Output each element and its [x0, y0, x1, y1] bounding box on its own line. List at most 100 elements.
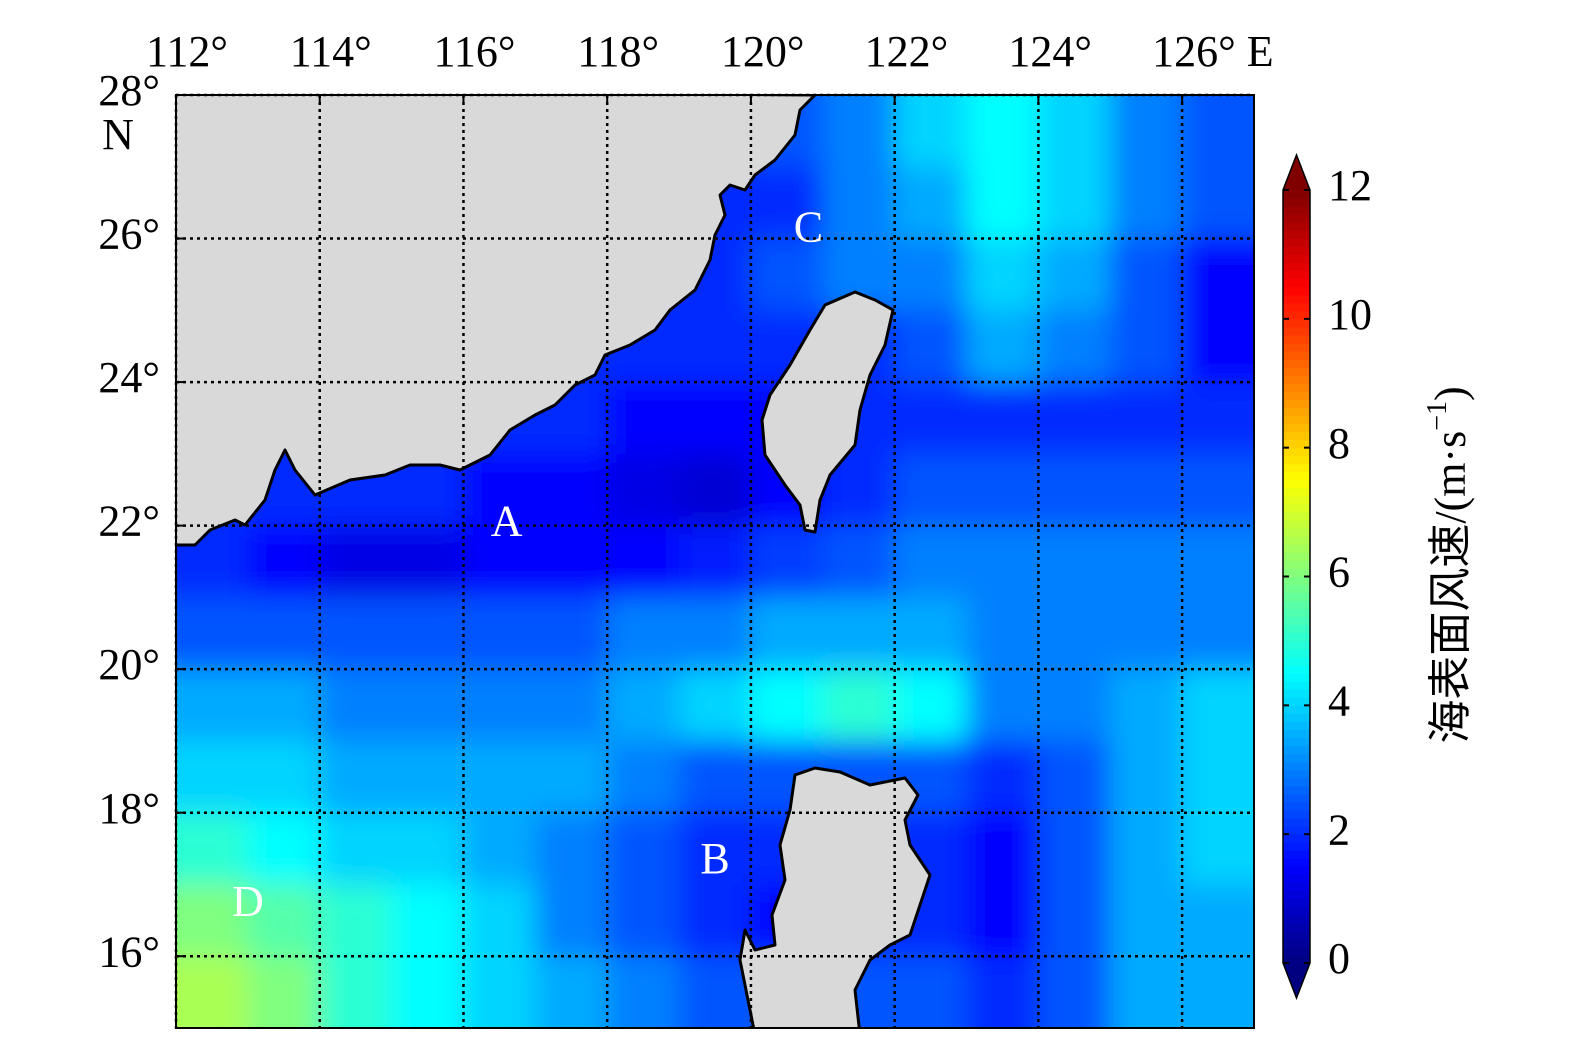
wind-cell	[1182, 525, 1254, 598]
wind-cell	[1110, 597, 1183, 670]
wind-cell	[1038, 884, 1111, 957]
plot-frame	[175, 94, 1255, 1029]
wind-cell	[463, 812, 536, 885]
wind-cell	[1182, 884, 1254, 957]
colorbar-segment	[1283, 342, 1310, 352]
y-tick-label: 20°	[98, 640, 160, 689]
hemisphere-label: N	[102, 110, 134, 159]
colorbar-segment	[1283, 826, 1310, 835]
wind-cell	[1110, 669, 1183, 742]
wind-cell	[679, 382, 752, 455]
wind-cell	[391, 740, 464, 814]
wind-cell	[966, 453, 1039, 527]
wind-cell	[679, 956, 752, 1028]
y-tick-label: 22°	[98, 497, 160, 546]
colorbar-segment	[1283, 463, 1310, 473]
wind-cell	[966, 669, 1039, 742]
colorbar-segment	[1283, 721, 1310, 731]
wind-cell	[1182, 812, 1254, 885]
colorbar-segment	[1283, 745, 1310, 755]
wind-cell	[966, 238, 1039, 311]
colorbar-segment	[1283, 922, 1310, 932]
wind-cell	[1182, 740, 1254, 814]
wind-cell	[1038, 310, 1111, 383]
wind-cell	[607, 812, 680, 885]
colorbar-label-end: )	[1426, 386, 1475, 401]
wind-cell	[894, 238, 968, 311]
wind-cell	[1038, 525, 1111, 598]
x-tick-label: 112°	[146, 27, 228, 76]
wind-cell	[463, 884, 536, 957]
wind-cell	[247, 884, 321, 957]
wind-cell	[1110, 812, 1183, 885]
wind-cell	[1038, 453, 1111, 527]
colorbar-segment	[1283, 938, 1310, 948]
wind-cell	[1182, 669, 1254, 742]
wind-cell	[679, 740, 752, 814]
colorbar-segment	[1283, 383, 1310, 392]
wind-cell	[319, 740, 393, 814]
colorbar-segment	[1283, 246, 1310, 256]
colorbar-segment	[1283, 882, 1310, 892]
colorbar-segment	[1283, 471, 1310, 481]
wind-cell	[463, 669, 536, 742]
wind-cell	[319, 812, 393, 885]
wind-cell	[391, 884, 464, 957]
colorbar-segment	[1283, 761, 1310, 771]
colorbar-segment	[1283, 954, 1310, 964]
wind-cell	[607, 453, 680, 527]
wind-cell	[391, 956, 464, 1028]
wind-cell	[247, 597, 321, 670]
x-tick-label: 114°	[290, 27, 372, 76]
wind-cell	[319, 525, 393, 598]
colorbar-segment	[1283, 455, 1310, 465]
x-tick-label: 126° E	[1152, 27, 1273, 76]
colorbar-segment	[1283, 391, 1310, 400]
colorbar-segment	[1283, 206, 1310, 215]
wind-cell	[463, 956, 536, 1028]
colorbar-segment	[1283, 785, 1310, 795]
wind-cell	[679, 884, 752, 957]
wind-cell	[1038, 812, 1111, 885]
colorbar-segment	[1283, 681, 1310, 690]
wind-cell	[894, 166, 968, 240]
colorbar-label: 海表面风速/(m·s−1)	[1422, 386, 1475, 743]
wind-cell	[176, 956, 249, 1028]
wind-cell	[1038, 166, 1111, 240]
colorbar-segment	[1283, 834, 1310, 843]
colorbar-segment	[1283, 729, 1310, 739]
wind-cell	[894, 95, 968, 168]
wind-cell	[1038, 95, 1111, 168]
wind-cell	[391, 525, 464, 598]
colorbar-segment	[1283, 399, 1310, 409]
wind-cell	[966, 956, 1039, 1028]
colorbar-segment	[1283, 447, 1310, 457]
wind-cell	[607, 740, 680, 814]
wind-cell	[1038, 238, 1111, 311]
colorbar-tick-label: 6	[1328, 548, 1350, 597]
wind-cell	[1182, 956, 1254, 1028]
wind-cell	[247, 740, 321, 814]
wind-cell	[176, 884, 249, 957]
colorbar-segment	[1283, 294, 1310, 304]
wind-cell	[1110, 740, 1183, 814]
wind-cell	[607, 382, 680, 455]
colorbar-segment	[1283, 238, 1310, 247]
colorbar-tick-label: 12	[1328, 161, 1372, 210]
wind-cell	[1110, 310, 1183, 383]
colorbar-segment	[1283, 230, 1310, 239]
wind-cell	[1182, 597, 1254, 670]
colorbar-label-main: 海表面风速/(m·s	[1426, 431, 1475, 744]
wind-cell	[319, 597, 393, 670]
wind-cell	[247, 812, 321, 885]
x-tick-label: 118°	[577, 27, 659, 76]
colorbar-segment	[1283, 777, 1310, 787]
wind-cell	[176, 812, 249, 885]
wind-cell	[750, 669, 824, 742]
wind-cell	[966, 166, 1039, 240]
colorbar-segment	[1283, 423, 1310, 433]
colorbar-segment	[1283, 359, 1310, 368]
colorbar-segment	[1283, 697, 1310, 706]
colorbar-extend-bottom	[1283, 963, 1310, 998]
wind-cell	[463, 453, 536, 527]
